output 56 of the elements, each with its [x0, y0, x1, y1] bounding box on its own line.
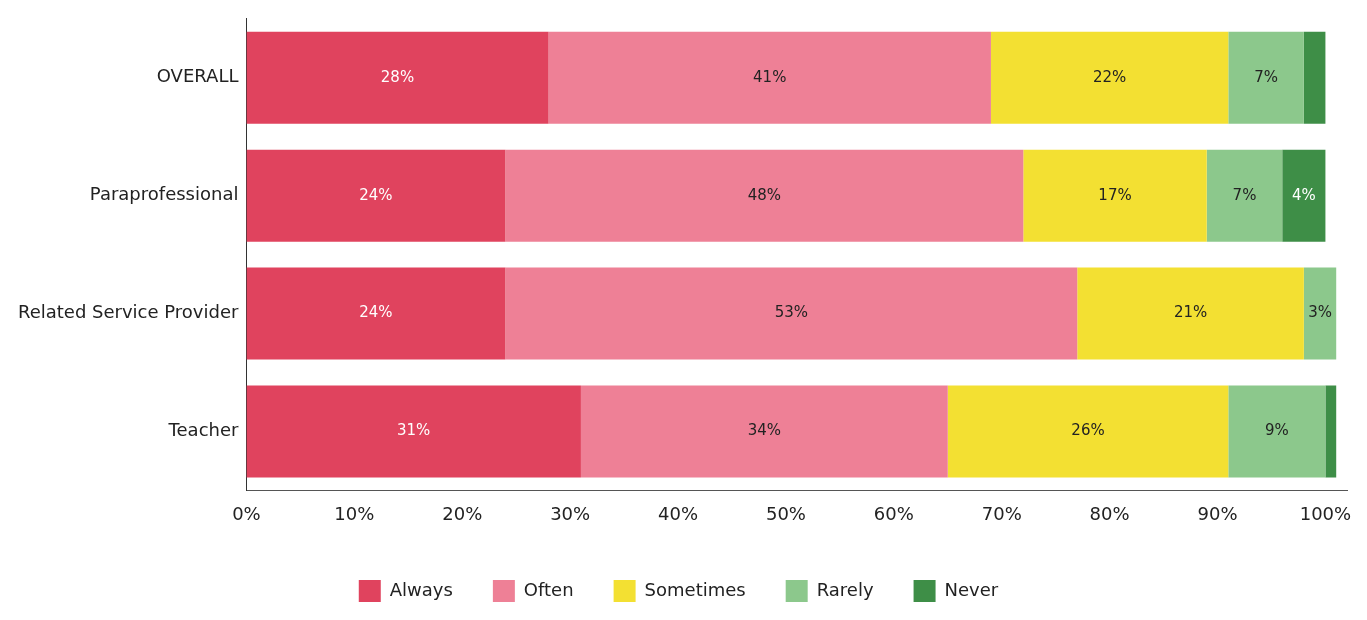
- x-tick-label: 100%: [1299, 502, 1352, 524]
- bar: [505, 267, 1078, 360]
- bar: [505, 149, 1024, 242]
- x-tick-label: 60%: [873, 502, 914, 524]
- legend-label: Always: [389, 578, 453, 600]
- data-label: 28%: [380, 67, 415, 86]
- data-label: 7%: [1232, 185, 1257, 204]
- bar: [1077, 267, 1304, 360]
- x-tick-label: 70%: [981, 502, 1022, 524]
- data-label: 7%: [1254, 67, 1278, 86]
- x-tick-label: 30%: [550, 502, 591, 524]
- x-tick-label: 0%: [232, 502, 261, 524]
- bar: [246, 31, 549, 124]
- x-tick-label: 10%: [334, 502, 375, 524]
- bar: [580, 385, 948, 478]
- data-label: 41%: [753, 67, 787, 86]
- bar: [246, 267, 506, 360]
- bar: [1303, 267, 1337, 360]
- data-label: 21%: [1173, 303, 1208, 322]
- data-label: 26%: [1071, 421, 1105, 440]
- legend-label: Rarely: [816, 578, 874, 600]
- x-tick-label: 20%: [442, 502, 483, 524]
- data-label: 22%: [1092, 67, 1127, 86]
- data-label: 4%: [1291, 185, 1316, 204]
- x-tick-label: 40%: [658, 502, 699, 524]
- x-tick-label: 50%: [765, 502, 806, 524]
- bar: [1325, 385, 1337, 478]
- bar: [246, 149, 506, 242]
- bar: [947, 385, 1229, 478]
- y-tick-label: Teacher: [167, 419, 240, 441]
- bar: [990, 31, 1229, 124]
- legend-label: Often: [523, 578, 574, 600]
- bar: [1228, 385, 1326, 478]
- y-tick-label: Related Service Provider: [17, 301, 240, 323]
- bar: [548, 31, 991, 124]
- data-label: 48%: [747, 185, 782, 204]
- data-label: 34%: [747, 421, 782, 440]
- data-label: 3%: [1308, 303, 1332, 322]
- data-label: 24%: [359, 303, 393, 322]
- legend-label: Sometimes: [644, 578, 746, 600]
- x-tick-label: 90%: [1197, 502, 1238, 524]
- data-label: 9%: [1264, 421, 1289, 440]
- bar: [1228, 31, 1304, 124]
- y-tick-label: OVERALL: [156, 65, 239, 87]
- data-label: 17%: [1098, 185, 1132, 204]
- bar: [1303, 31, 1326, 124]
- bar: [1206, 149, 1283, 242]
- data-label: 24%: [359, 185, 393, 204]
- x-tick-label: 80%: [1089, 502, 1130, 524]
- y-tick-label: Paraprofessional: [89, 183, 239, 205]
- bar: [1282, 149, 1326, 242]
- bar: [1023, 149, 1207, 242]
- data-label: 53%: [774, 303, 808, 322]
- bar: [246, 385, 581, 478]
- data-label: 31%: [397, 421, 431, 440]
- legend-label: Never: [944, 578, 999, 600]
